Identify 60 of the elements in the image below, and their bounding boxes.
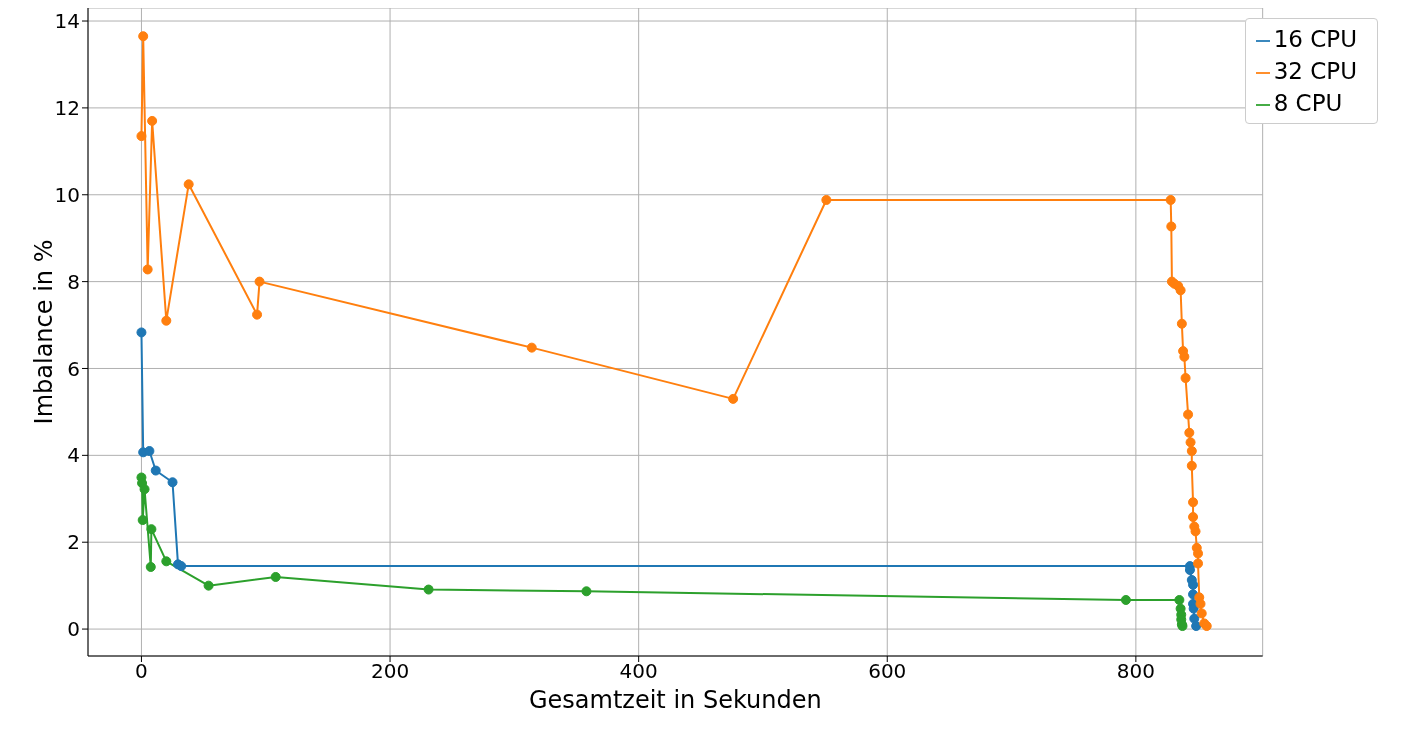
point (1193, 558, 1204, 569)
point (1176, 318, 1187, 329)
point (137, 515, 148, 526)
point (252, 309, 263, 320)
point (183, 179, 194, 190)
point (138, 31, 149, 42)
point (1191, 621, 1202, 632)
point (1120, 594, 1131, 605)
y-tick-label: 14 (54, 9, 80, 34)
y-axis-title: Imbalance in % (29, 239, 58, 425)
point (1188, 497, 1199, 508)
x-axis-title: Gesamtzeit in Sekunden (528, 686, 822, 715)
point (161, 556, 172, 567)
point (145, 561, 156, 572)
y-tick-label: 10 (54, 182, 80, 207)
point (1166, 221, 1177, 232)
point (1186, 460, 1197, 471)
x-tick-label: 0 (135, 659, 148, 684)
x-tick-label: 400 (619, 659, 658, 684)
point (821, 194, 832, 205)
y-tick-label: 12 (54, 95, 80, 120)
legend-label: 32 CPU (1273, 58, 1357, 84)
point (1186, 446, 1197, 456)
point (1188, 512, 1199, 523)
point (167, 477, 178, 488)
point (136, 131, 147, 142)
x-tick-label: 800 (1116, 659, 1155, 684)
point (1184, 427, 1195, 438)
point (150, 465, 161, 476)
point (139, 484, 150, 495)
point (254, 276, 265, 287)
point (423, 584, 434, 595)
point (146, 524, 157, 535)
point (1180, 373, 1191, 384)
legend-label: 8 CPU (1273, 90, 1343, 116)
legend-label: 16 CPU (1273, 26, 1357, 52)
point (1165, 194, 1176, 205)
point (136, 327, 147, 338)
point (1193, 548, 1204, 559)
point (1174, 594, 1185, 605)
point (176, 561, 187, 572)
point (1196, 608, 1207, 619)
point (142, 264, 153, 275)
y-tick-label: 2 (67, 530, 80, 555)
point (1175, 285, 1186, 296)
point (526, 342, 537, 353)
point (581, 586, 592, 597)
point (161, 315, 172, 326)
x-tick-label: 600 (868, 659, 907, 684)
point (270, 571, 281, 582)
point (147, 115, 158, 126)
point (728, 393, 739, 404)
point (203, 580, 214, 591)
point (1183, 409, 1194, 420)
point (1185, 437, 1196, 448)
y-tick-label: 8 (67, 269, 80, 294)
x-tick-label: 200 (370, 659, 410, 684)
y-tick-label: 4 (67, 443, 80, 468)
y-tick-label: 0 (67, 617, 80, 642)
y-tick-label: 6 (67, 356, 80, 381)
